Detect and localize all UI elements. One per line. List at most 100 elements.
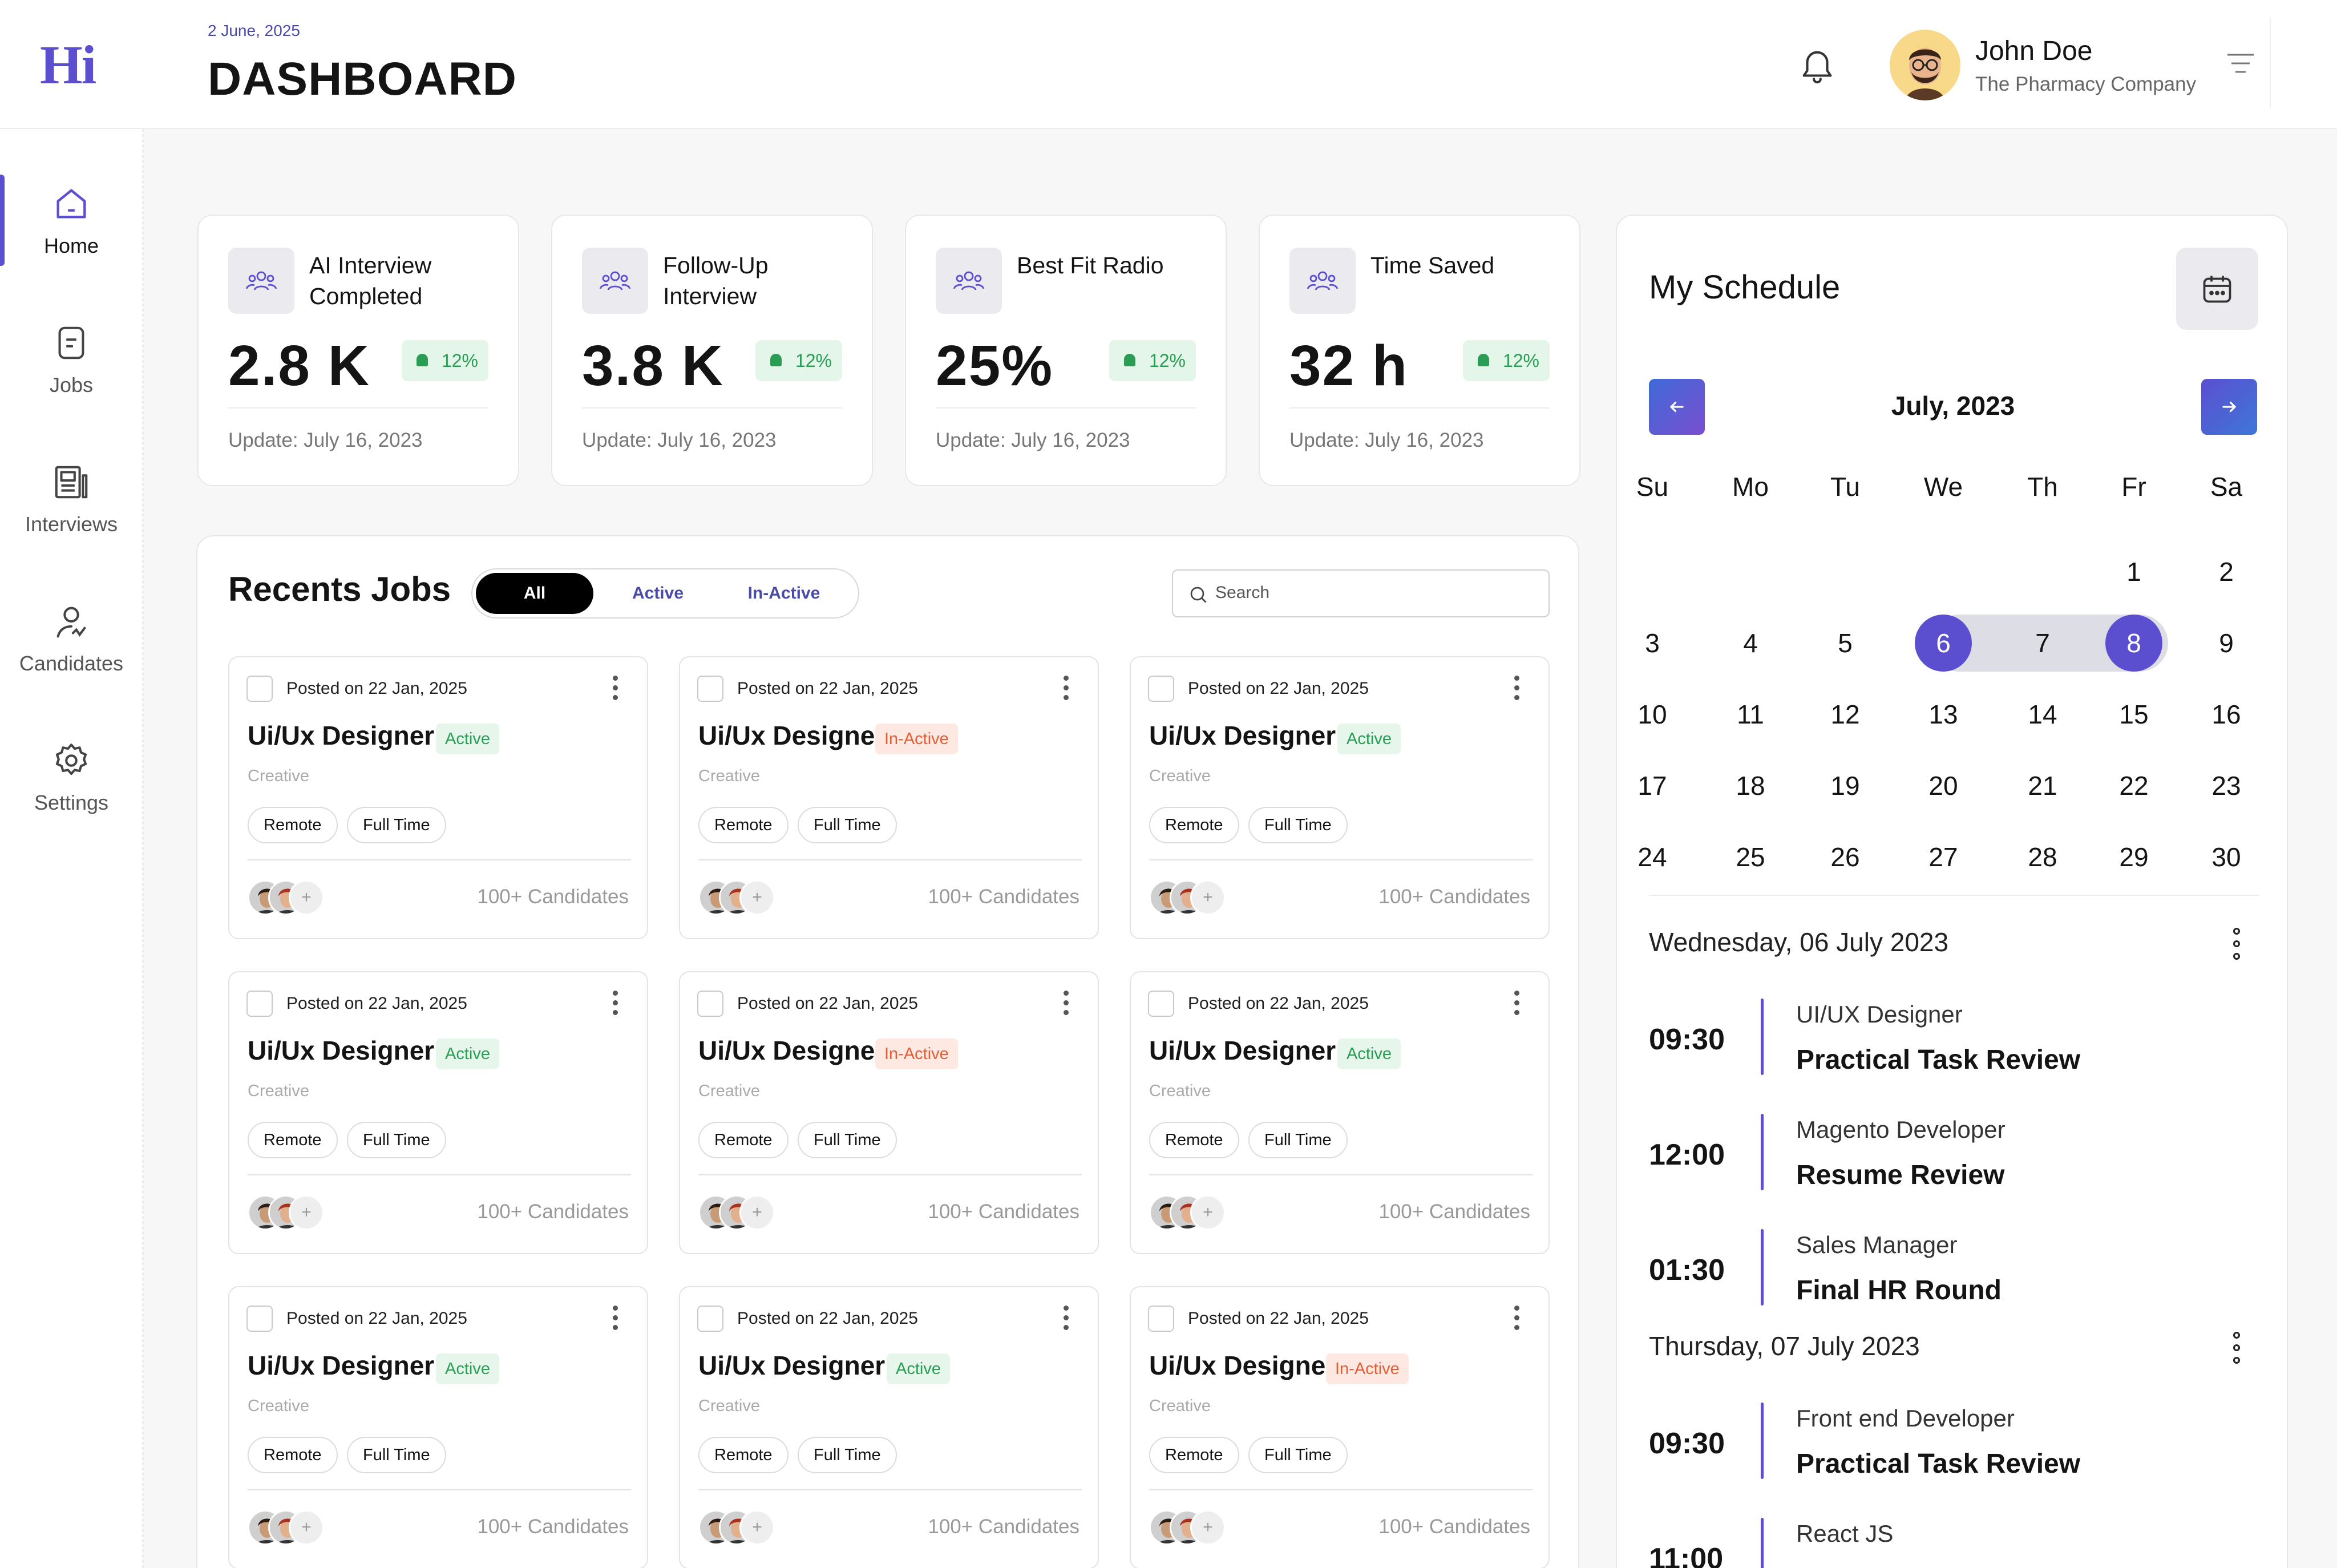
calendar-day[interactable]: 5 bbox=[1838, 628, 1853, 658]
job-card[interactable]: Posted on 22 Jan, 2025 Ui/Ux Designer In-A… bbox=[679, 656, 1099, 939]
sidebar-item-home[interactable]: Home bbox=[0, 184, 143, 281]
calendar-day[interactable]: 22 bbox=[2119, 771, 2149, 801]
sidebar-item-interviews[interactable]: Interviews bbox=[0, 462, 143, 559]
event-title[interactable]: Final HR Round bbox=[1796, 1275, 2002, 1306]
calendar-day[interactable]: 6 bbox=[1915, 615, 1972, 672]
more-options-icon[interactable] bbox=[1514, 991, 1521, 1016]
job-tag: Remote bbox=[1149, 807, 1239, 843]
candidate-avatars[interactable]: + bbox=[1149, 880, 1235, 918]
prev-month-button[interactable] bbox=[1649, 379, 1705, 435]
filter-tab-inactive[interactable]: In-Active bbox=[747, 584, 820, 603]
calendar-day[interactable]: 18 bbox=[1736, 771, 1765, 801]
more-options-icon[interactable] bbox=[1064, 991, 1070, 1016]
job-card[interactable]: Posted on 22 Jan, 2025 Ui/Ux Designer Acti… bbox=[228, 1286, 648, 1568]
calendar-day[interactable]: 10 bbox=[1637, 700, 1667, 729]
more-options-icon[interactable] bbox=[613, 1306, 620, 1331]
user-avatar[interactable] bbox=[1890, 30, 1960, 100]
calendar-day[interactable]: 14 bbox=[2028, 700, 2057, 729]
calendar-day[interactable]: 9 bbox=[2219, 628, 2234, 658]
candidates-count: 100+ Candidates bbox=[928, 1516, 1079, 1538]
job-card[interactable]: Posted on 22 Jan, 2025 Ui/Ux Designer Acti… bbox=[228, 656, 648, 939]
calendar-day[interactable]: 23 bbox=[2211, 771, 2241, 801]
calendar-day[interactable]: 30 bbox=[2211, 842, 2241, 872]
candidates-count: 100+ Candidates bbox=[477, 1201, 629, 1223]
job-card[interactable]: Posted on 22 Jan, 2025 Ui/Ux Designer Acti… bbox=[1130, 971, 1550, 1254]
calendar-day[interactable]: 21 bbox=[2028, 771, 2057, 801]
more-options-icon[interactable] bbox=[613, 676, 620, 701]
candidate-avatars[interactable]: + bbox=[698, 1510, 784, 1547]
calendar-day[interactable]: 27 bbox=[1928, 842, 1958, 872]
select-checkbox[interactable] bbox=[1148, 676, 1174, 702]
calendar-day[interactable]: 24 bbox=[1637, 842, 1667, 872]
select-checkbox[interactable] bbox=[246, 991, 273, 1017]
calendar-day[interactable]: 19 bbox=[1830, 771, 1860, 801]
sidebar-item-jobs[interactable]: Jobs bbox=[0, 323, 143, 420]
bell-icon[interactable] bbox=[1797, 45, 1837, 87]
job-card[interactable]: Posted on 22 Jan, 2025 Ui/Ux Designer Acti… bbox=[679, 1286, 1099, 1568]
calendar-day[interactable]: 29 bbox=[2119, 842, 2149, 872]
calendar-day[interactable]: 15 bbox=[2119, 700, 2149, 729]
select-checkbox[interactable] bbox=[697, 676, 723, 702]
select-checkbox[interactable] bbox=[697, 1306, 723, 1332]
calendar-day[interactable]: 2 bbox=[2219, 557, 2234, 587]
job-card[interactable]: Posted on 22 Jan, 2025 Ui/Ux Designer In-A… bbox=[679, 971, 1099, 1254]
job-title: Ui/Ux Designer bbox=[1149, 721, 1336, 750]
calendar-day[interactable]: 1 bbox=[2126, 557, 2141, 587]
search-input[interactable]: Search bbox=[1172, 569, 1550, 617]
select-checkbox[interactable] bbox=[246, 676, 273, 702]
more-options-icon[interactable] bbox=[1514, 1306, 1521, 1331]
weekday-label: Th bbox=[2027, 472, 2058, 502]
calendar-day[interactable]: 7 bbox=[2035, 628, 2050, 658]
select-checkbox[interactable] bbox=[1148, 991, 1174, 1017]
job-card[interactable]: Posted on 22 Jan, 2025 Ui/Ux Designer Acti… bbox=[228, 971, 648, 1254]
calendar-day[interactable]: 20 bbox=[1928, 771, 1958, 801]
more-options-icon[interactable] bbox=[1064, 676, 1070, 701]
more-options-icon[interactable] bbox=[1514, 676, 1521, 701]
candidate-avatars[interactable]: + bbox=[248, 1510, 333, 1547]
more-options-icon[interactable] bbox=[613, 991, 620, 1016]
search-placeholder: Search bbox=[1215, 583, 1270, 602]
event-title[interactable]: Resume Review bbox=[1796, 1160, 2005, 1190]
calendar-day[interactable]: 16 bbox=[2211, 700, 2241, 729]
calendar-day[interactable]: 11 bbox=[1737, 700, 1764, 729]
calendar-day[interactable]: 8 bbox=[2105, 615, 2162, 672]
more-options-icon[interactable] bbox=[2233, 1332, 2241, 1369]
active-indicator bbox=[0, 175, 5, 266]
calendar-day[interactable]: 26 bbox=[1830, 842, 1860, 872]
candidate-avatars[interactable]: + bbox=[248, 880, 333, 918]
select-checkbox[interactable] bbox=[697, 991, 723, 1017]
candidate-avatars[interactable]: + bbox=[248, 1195, 333, 1232]
calendar-day[interactable]: 4 bbox=[1743, 628, 1758, 658]
event-title[interactable]: Practical Task Review bbox=[1796, 1045, 2081, 1075]
job-card[interactable]: Posted on 22 Jan, 2025 Ui/Ux Designer In-A… bbox=[1130, 1286, 1550, 1568]
job-card[interactable]: Posted on 22 Jan, 2025 Ui/Ux Designer Acti… bbox=[1130, 656, 1550, 939]
calendar-day[interactable]: 17 bbox=[1637, 771, 1667, 801]
stat-change-badge: 12% bbox=[755, 340, 842, 381]
calendar-day[interactable]: 25 bbox=[1736, 842, 1765, 872]
calendar-day[interactable]: 13 bbox=[1928, 700, 1958, 729]
team-icon bbox=[582, 248, 648, 314]
candidate-avatars[interactable]: + bbox=[1149, 1195, 1235, 1232]
filter-menu-icon[interactable] bbox=[2226, 52, 2255, 75]
more-options-icon[interactable] bbox=[1064, 1306, 1070, 1331]
candidate-avatars[interactable]: + bbox=[698, 1195, 784, 1232]
filter-tab-active[interactable]: Active bbox=[632, 584, 684, 603]
candidate-avatars[interactable]: + bbox=[698, 880, 784, 918]
calendar-day[interactable]: 3 bbox=[1645, 628, 1660, 658]
calendar-day[interactable]: 28 bbox=[2028, 842, 2057, 872]
agenda-day-heading: Wednesday, 06 July 2023 bbox=[1649, 927, 1949, 957]
filter-tab-all[interactable]: All bbox=[476, 573, 593, 614]
app-logo[interactable]: Hi bbox=[40, 34, 96, 95]
calendar-day[interactable]: 12 bbox=[1830, 700, 1860, 729]
sidebar-item-candidates[interactable]: Candidates bbox=[0, 601, 143, 698]
event-marker bbox=[1761, 1518, 1764, 1568]
select-checkbox[interactable] bbox=[1148, 1306, 1174, 1332]
sidebar-item-settings[interactable]: Settings bbox=[0, 741, 143, 838]
select-checkbox[interactable] bbox=[246, 1306, 273, 1332]
candidate-avatars[interactable]: + bbox=[1149, 1510, 1235, 1547]
next-month-button[interactable] bbox=[2201, 379, 2257, 435]
calendar-button[interactable] bbox=[2176, 248, 2258, 330]
event-title[interactable]: Practical Task Review bbox=[1796, 1449, 2081, 1479]
more-options-icon[interactable] bbox=[2233, 928, 2241, 965]
divider bbox=[248, 859, 631, 860]
